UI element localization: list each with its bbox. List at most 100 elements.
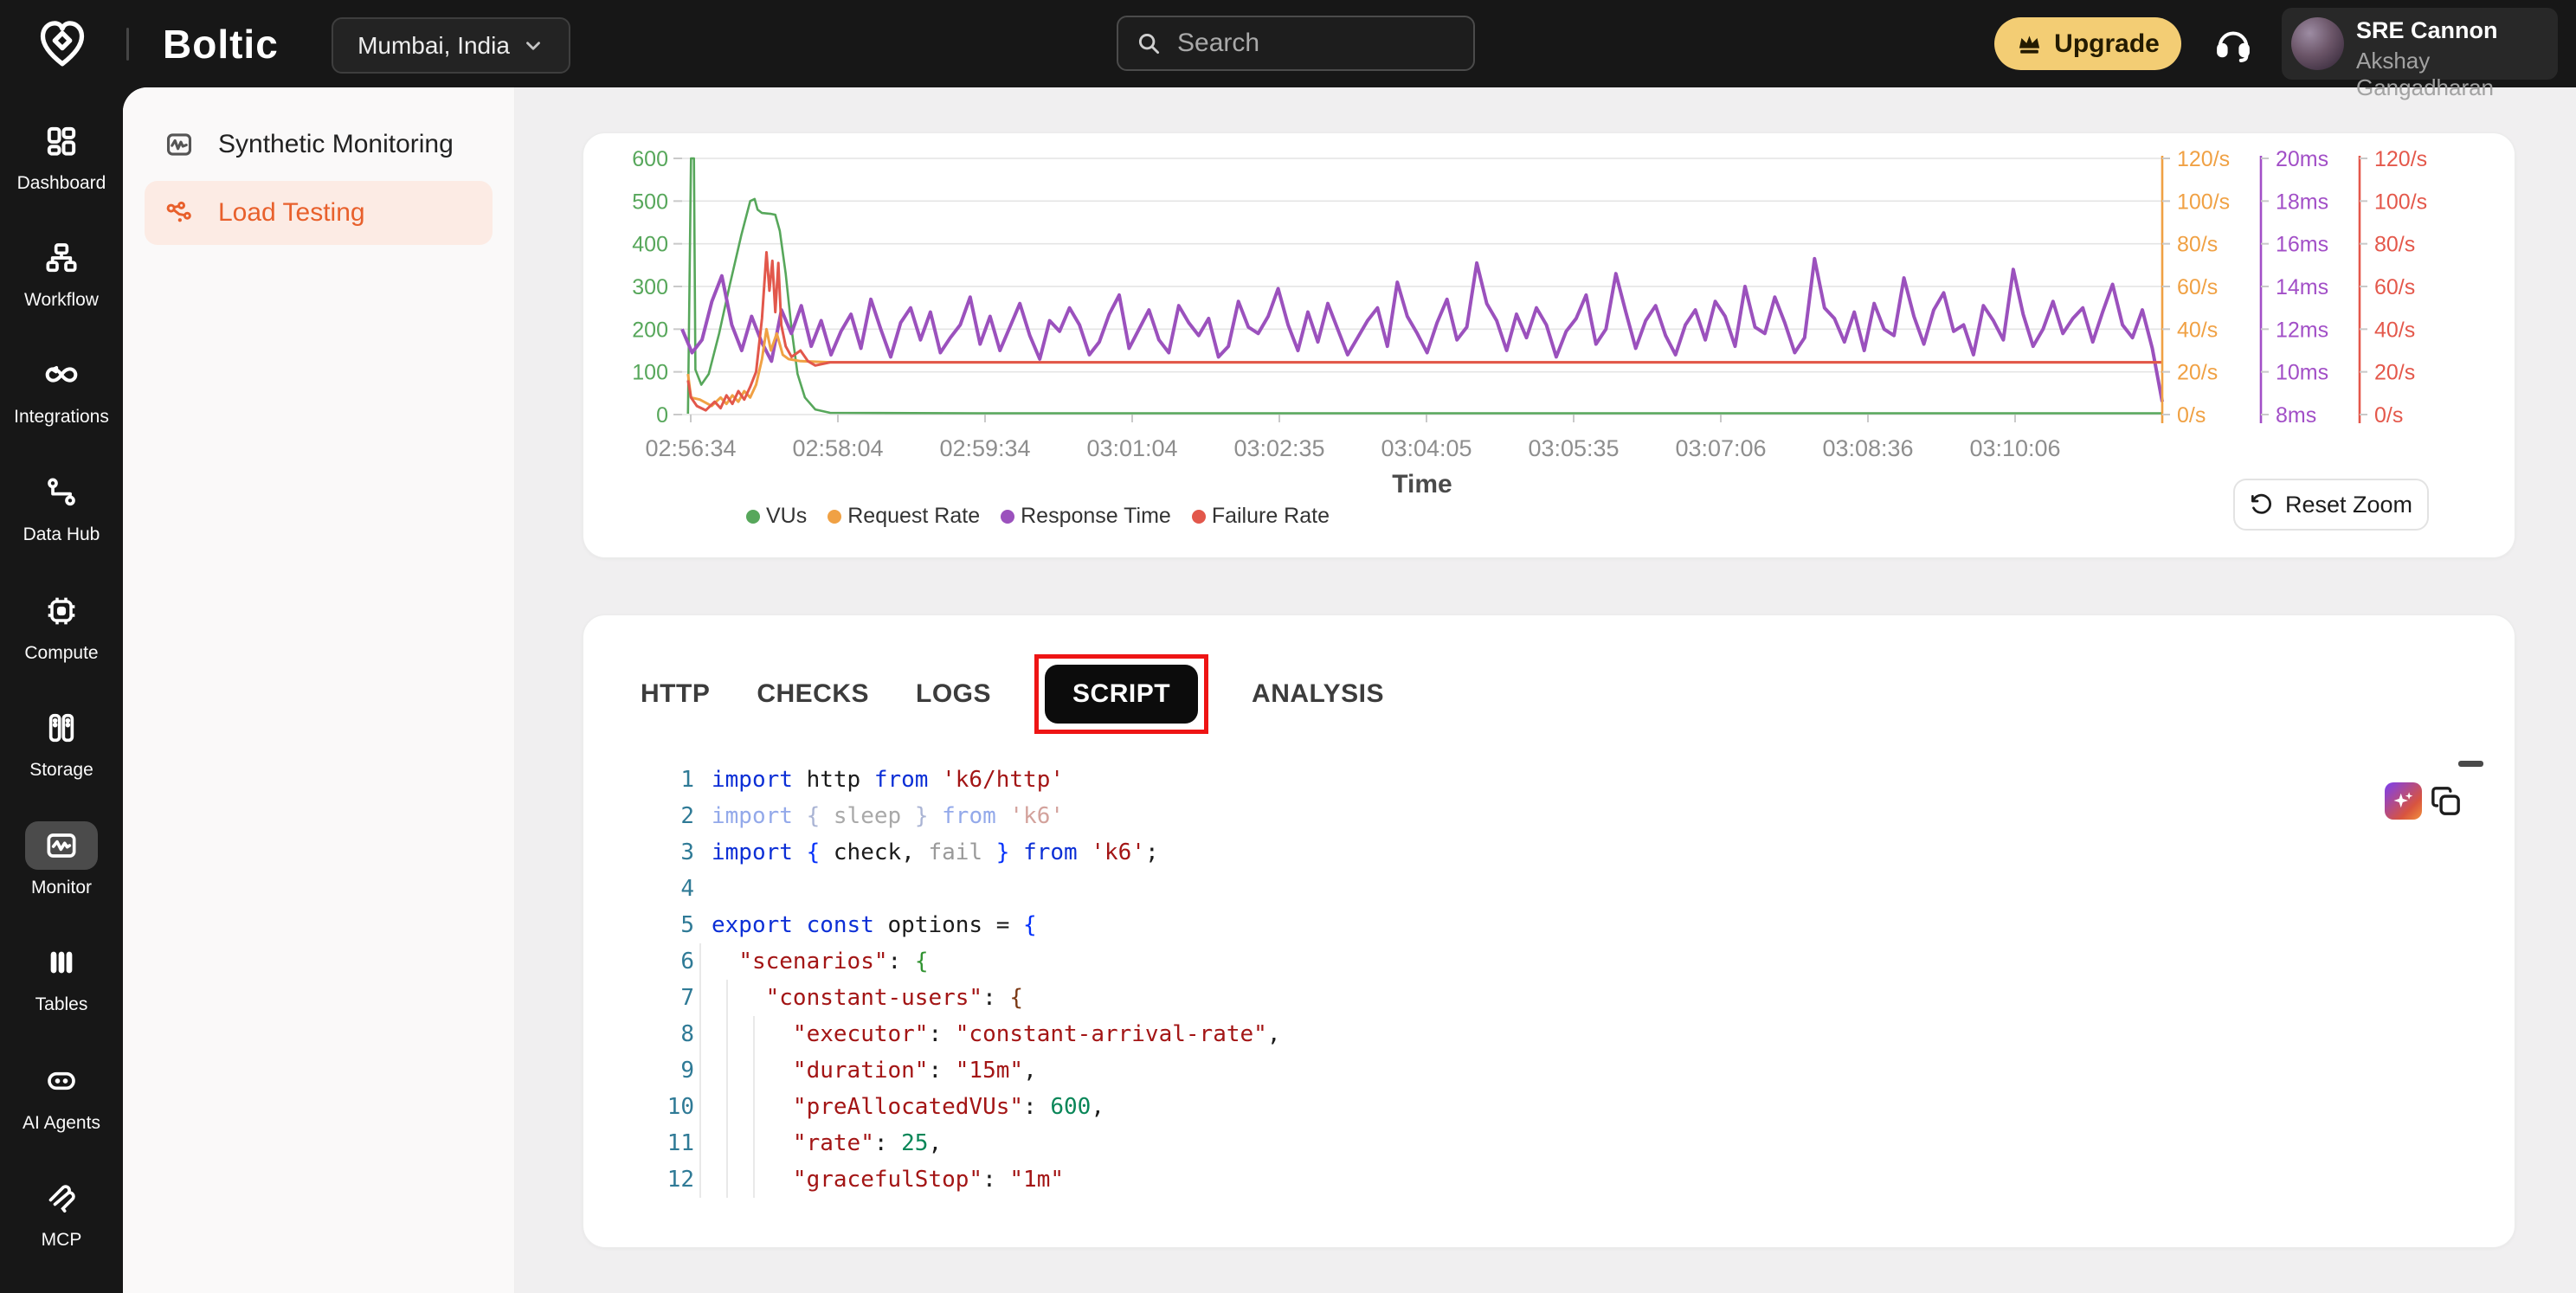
y-axis-tick-right_failure: 80/s: [2374, 233, 2415, 257]
boltic-logo-icon[interactable]: [36, 17, 88, 69]
indent-guide: [699, 1016, 701, 1052]
grid-icon: [25, 117, 98, 165]
y-axis-tick-right_failure: 20/s: [2374, 361, 2415, 385]
legend-item-response-time[interactable]: Response Time: [1001, 504, 1171, 529]
monitor-icon: [25, 821, 98, 870]
code-line: 2 import { sleep } from 'k6': [583, 798, 2358, 834]
user-menu[interactable]: SRE Cannon Akshay Gangadharan: [2282, 8, 2558, 100]
copy-code-icon[interactable]: [2430, 785, 2462, 817]
y-axis-tick-right_failure: 120/s: [2374, 147, 2427, 171]
sidebar-item-monitor[interactable]: Monitor: [0, 821, 123, 898]
sidebar-item-ai-agents[interactable]: AI Agents: [0, 1057, 123, 1134]
upgrade-button[interactable]: Upgrade: [1994, 17, 2181, 70]
tab-script[interactable]: SCRIPT: [1045, 665, 1199, 724]
share-nodes-icon: [164, 198, 194, 228]
tab-checks[interactable]: CHECKS: [757, 679, 870, 708]
y-axis-tick-right_request: 120/s: [2177, 147, 2230, 171]
sidebar-item-storage[interactable]: Storage: [0, 704, 123, 781]
y-axis-tick-right_failure: 0/s: [2374, 403, 2403, 428]
subnav-item-synthetic-monitoring[interactable]: Synthetic Monitoring: [145, 113, 493, 177]
y-axis-tick-right_response: 20ms: [2276, 147, 2328, 171]
topbar-divider: [126, 28, 129, 61]
minimize-dash[interactable]: [2458, 761, 2483, 767]
content-area: Synthetic Monitoring Load Testing 600 500 4…: [123, 87, 2576, 1293]
subnav-item-label: Synthetic Monitoring: [218, 130, 454, 158]
ai-sparkle-button[interactable]: [2385, 782, 2422, 820]
bars-icon: [25, 938, 98, 987]
chevron-down-icon: [522, 35, 544, 57]
legend-dot-icon: [1001, 509, 1015, 524]
avatar: [2291, 17, 2344, 70]
tab-logs[interactable]: LOGS: [916, 679, 992, 708]
line-number: 1: [680, 767, 694, 793]
indent-guide: [699, 943, 701, 980]
y-axis-tick-vus: 400: [632, 233, 668, 257]
code-editor[interactable]: 1 import http from 'k6/http' 2 import { sle…: [583, 762, 2358, 1198]
sidebar-item-label: AI Agents: [23, 1113, 100, 1133]
y-axis-tick-right_response: 8ms: [2276, 403, 2316, 428]
line-number: 4: [680, 876, 694, 902]
region-selector[interactable]: Mumbai, India: [332, 17, 570, 74]
brand-title: Boltic: [163, 22, 279, 67]
x-axis-tick: 03:08:36: [1822, 435, 1913, 461]
workflow-icon: [25, 234, 98, 282]
indent-guide: [753, 1161, 755, 1198]
indent-guide: [699, 980, 701, 1016]
y-axis-tick-right_response: 10ms: [2276, 361, 2328, 385]
line-number: 5: [680, 912, 694, 938]
detail-tabs: HTTP CHECKS LOGS SCRIPT ANALYSIS: [637, 653, 1388, 736]
line-number: 3: [680, 839, 694, 865]
line-number: 12: [667, 1167, 694, 1193]
y-axis-tick-right_response: 12ms: [2276, 318, 2328, 342]
y-axis-tick-right_request: 60/s: [2177, 275, 2218, 299]
datahub-icon: [25, 468, 98, 517]
sidebar-item-data-hub[interactable]: Data Hub: [0, 468, 123, 545]
legend-item-failure-rate[interactable]: Failure Rate: [1191, 504, 1330, 529]
tab-analysis[interactable]: ANALYSIS: [1252, 679, 1384, 708]
support-headset-icon[interactable]: [2213, 23, 2253, 63]
sidebar-item-dashboard[interactable]: Dashboard: [0, 117, 123, 194]
y-axis-tick-right_response: 16ms: [2276, 233, 2328, 257]
x-axis-tick: 02:59:34: [939, 435, 1030, 461]
legend-dot-icon: [828, 509, 842, 524]
sidebar-item-tables[interactable]: Tables: [0, 938, 123, 1015]
y-axis-tick-right_request: 80/s: [2177, 233, 2218, 257]
reset-zoom-label: Reset Zoom: [2284, 491, 2413, 518]
y-axis-tick-right_request: 20/s: [2177, 361, 2218, 385]
reset-zoom-button[interactable]: Reset Zoom: [2233, 479, 2429, 531]
indent-guide: [699, 1125, 701, 1161]
monitor-pulse-icon: [164, 130, 194, 159]
x-axis-tick: 02:58:04: [792, 435, 883, 461]
subnav-item-load-testing[interactable]: Load Testing: [145, 181, 493, 245]
sidebar-item-mcp[interactable]: MCP: [0, 1174, 123, 1251]
sidebar-item-label: Compute: [24, 643, 99, 663]
infinity-icon: [25, 351, 98, 399]
search-input[interactable]: [1175, 28, 1456, 59]
code-line: 3 import { check, fail } from 'k6';: [583, 834, 2358, 871]
sidebar-item-workflow[interactable]: Workflow: [0, 234, 123, 311]
code-line: 6 "scenarios": {: [583, 943, 2358, 980]
code-line: 1 import http from 'k6/http': [583, 762, 2358, 798]
sidebar-item-label: Integrations: [14, 407, 109, 427]
y-axis-tick-right_request: 100/s: [2177, 190, 2230, 214]
code-line: 12 "gracefulStop": "1m": [583, 1161, 2358, 1198]
legend-item-vus[interactable]: VUs: [746, 504, 807, 529]
y-axis-tick-vus: 500: [632, 190, 668, 214]
code-line: 11 "rate": 25,: [583, 1125, 2358, 1161]
legend-label: Response Time: [1021, 504, 1171, 528]
legend-item-request-rate[interactable]: Request Rate: [828, 504, 980, 529]
indent-guide: [726, 1125, 728, 1161]
chart-legend: VUs Request Rate Response Time Failure Rate: [746, 504, 1330, 529]
sidebar-item-compute[interactable]: Compute: [0, 587, 123, 664]
line-number: 2: [680, 803, 694, 829]
tab-http[interactable]: HTTP: [641, 679, 711, 708]
rotate-ccw-icon: [2251, 493, 2271, 514]
sidebar-item-label: Tables: [35, 994, 88, 1014]
x-axis-tick: 03:01:04: [1086, 435, 1177, 461]
x-axis-tick: 02:56:34: [645, 435, 736, 461]
indent-guide: [726, 980, 728, 1016]
series-vus: [686, 157, 2162, 415]
chart-canvas[interactable]: 600 500 400 300 200 100 0 02:56:34 02:58:04 02:59…: [583, 133, 2516, 559]
indent-guide: [753, 1089, 755, 1125]
sidebar-item-integrations[interactable]: Integrations: [0, 351, 123, 428]
